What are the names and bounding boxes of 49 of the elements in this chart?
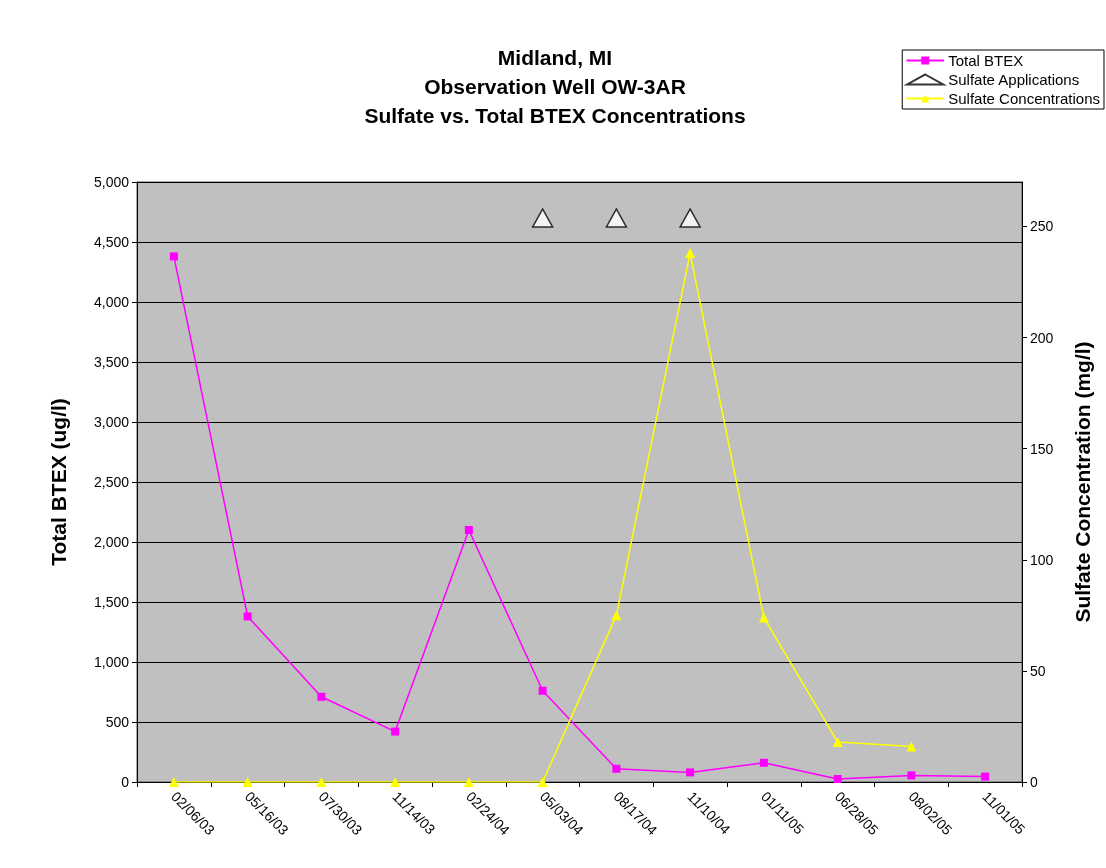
point xyxy=(611,610,622,621)
y2-tick-label: 50 xyxy=(1030,662,1046,679)
y2-tick-label: 100 xyxy=(1030,551,1054,568)
y2-tick-label: 0 xyxy=(1030,774,1038,790)
y-tick-label: 2,000 xyxy=(93,534,130,550)
legend-label: Total BTEX xyxy=(948,52,1024,69)
chart-title: Midland, MI Observation Well OW-3AR Sulfate vs. Total BTEX Concentrations xyxy=(364,46,746,127)
y2-axis-title: Sulfate Concentration (mg/l) xyxy=(1071,341,1094,623)
point xyxy=(464,526,473,534)
point xyxy=(981,772,990,781)
point xyxy=(242,777,253,787)
y-tick-label: 4,500 xyxy=(93,234,130,250)
point xyxy=(679,208,701,228)
point xyxy=(685,248,696,259)
point xyxy=(317,692,326,701)
point xyxy=(605,208,628,228)
y2-tick-label: 150 xyxy=(1030,440,1054,457)
y-tick-label: 0 xyxy=(121,774,130,790)
point xyxy=(759,758,768,767)
point xyxy=(832,737,843,747)
point xyxy=(531,208,554,228)
point xyxy=(537,777,548,787)
y-tick-label: 5,000 xyxy=(93,174,130,190)
y-tick-label: 500 xyxy=(105,714,130,730)
y-tick-label: 1,500 xyxy=(93,594,130,610)
point xyxy=(390,777,401,787)
point xyxy=(538,686,547,695)
legend-label: Sulfate Applications xyxy=(948,71,1080,88)
point xyxy=(169,252,178,261)
point xyxy=(907,771,916,780)
y-tick-label: 3,500 xyxy=(93,354,130,370)
point xyxy=(168,777,179,787)
point xyxy=(391,727,400,736)
point xyxy=(612,764,621,773)
y-tick-label: 1,000 xyxy=(93,654,130,670)
y-tick-label: 4,000 xyxy=(93,294,130,310)
legend-label: Sulfate Concentrations xyxy=(948,90,1101,107)
y-tick-label: 3,000 xyxy=(93,414,130,430)
y-tick-label: 2,500 xyxy=(93,474,130,490)
point xyxy=(833,775,842,783)
y2-tick-label: 200 xyxy=(1030,329,1054,346)
y2-tick-label: 250 xyxy=(1030,218,1054,235)
point xyxy=(243,612,252,621)
point xyxy=(906,741,917,752)
point xyxy=(758,612,769,623)
point xyxy=(463,777,474,787)
point xyxy=(316,777,327,787)
y-axis-title: Total BTEX (ug/l) xyxy=(47,398,70,566)
point xyxy=(686,768,695,777)
